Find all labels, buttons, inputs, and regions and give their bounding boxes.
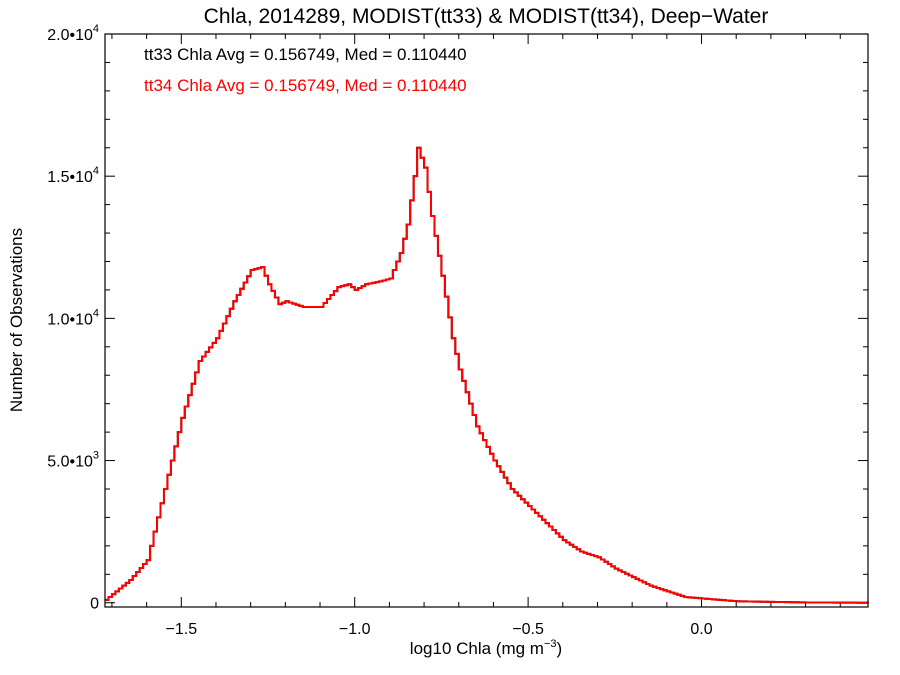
y-tick-label: 2.0•104 xyxy=(47,23,99,44)
series-line-0 xyxy=(105,146,869,604)
x-axis-label: log10 Chla (mg m−3) xyxy=(410,638,562,658)
x-tick-label: −0.5 xyxy=(512,621,544,638)
x-axis-ticks: −1.5 −1.0 −0.5 0.0 xyxy=(111,34,841,638)
y-axis-ticks: 0 5.0•103 1.0•104 1.5•104 2.0•104 xyxy=(47,23,868,613)
series-lines xyxy=(105,146,869,604)
y-tick-label: 0 xyxy=(90,596,99,613)
annotation-tt34: tt34 Chla Avg = 0.156749, Med = 0.110440 xyxy=(144,76,467,95)
plot-frame xyxy=(104,33,869,608)
y-tick-label: 1.5•104 xyxy=(47,165,99,186)
x-tick-label: 0.0 xyxy=(690,621,712,638)
y-tick-label: 5.0•103 xyxy=(47,450,99,471)
y-tick-label: 1.0•104 xyxy=(47,307,99,328)
y-axis-label: Number of Observations xyxy=(7,228,26,412)
chart-title: Chla, 2014289, MODIST(tt33) & MODIST(tt3… xyxy=(204,5,769,28)
series-line-1 xyxy=(105,146,869,604)
x-tick-label: −1.0 xyxy=(339,621,371,638)
annotation-tt33: tt33 Chla Avg = 0.156749, Med = 0.110440 xyxy=(144,45,467,64)
x-tick-label: −1.5 xyxy=(166,621,198,638)
